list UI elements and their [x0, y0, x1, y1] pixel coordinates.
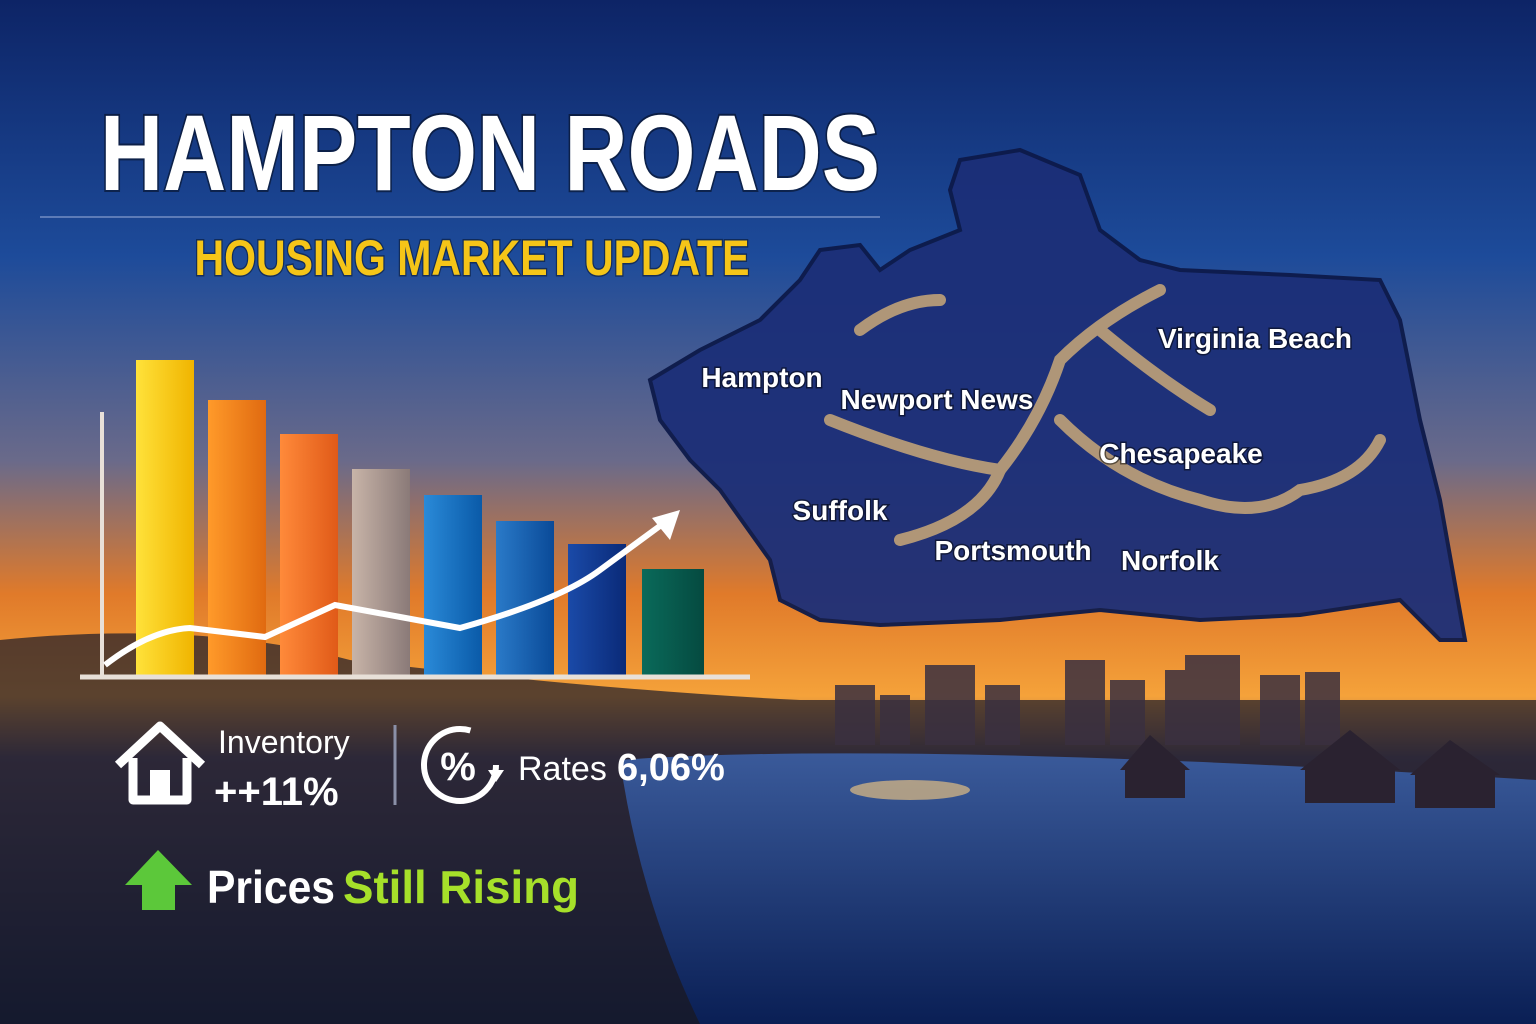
decorative-bar-chart [80, 360, 750, 680]
title: HAMPTON ROADS [100, 92, 880, 213]
region-map [647, 147, 1468, 642]
skyline [835, 655, 1340, 745]
map-label: Newport News [841, 384, 1034, 415]
svg-text:%: % [440, 745, 476, 789]
subtitle: HOUSING MARKET UPDATE [195, 230, 750, 286]
map-label: Virginia Beach [1158, 323, 1352, 354]
map-label: Suffolk [793, 495, 888, 526]
map-label: Portsmouth [934, 535, 1091, 566]
houses [1120, 730, 1500, 808]
inventory-value: ++11% [214, 770, 339, 814]
waterways [824, 284, 1386, 546]
house-icon [114, 721, 206, 805]
water [620, 753, 1536, 1024]
up-arrow-icon [125, 850, 192, 910]
tagline-lead: Prices [207, 861, 335, 913]
sun-reflection [850, 780, 970, 800]
map-label: Chesapeake [1099, 438, 1262, 469]
inventory-label: Inventory [218, 724, 350, 760]
rates-value: 6,06% [617, 747, 725, 789]
tagline-highlight: Still Rising [343, 861, 579, 913]
map-label: Hampton [701, 362, 822, 393]
rate-icon: % [421, 726, 504, 804]
map-label: Norfolk [1121, 545, 1219, 576]
rates-label: Rates [518, 750, 607, 788]
